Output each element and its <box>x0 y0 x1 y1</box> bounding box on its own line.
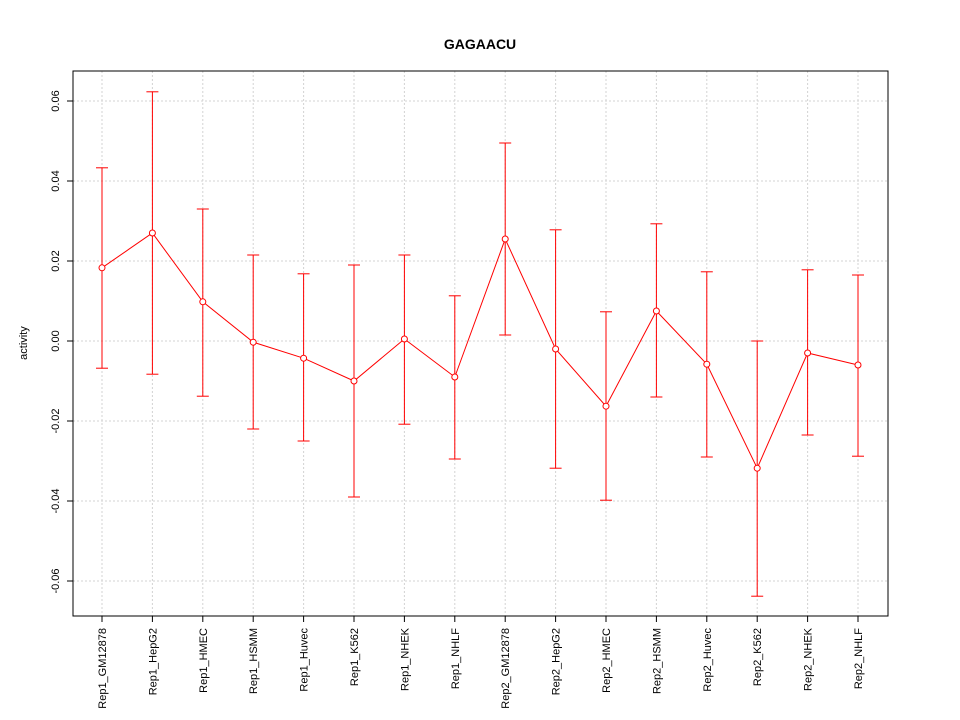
y-tick-label: -0.02 <box>50 408 62 433</box>
x-tick-label: Rep1_NHLF <box>450 628 462 689</box>
y-tick-label: 0.02 <box>50 250 62 271</box>
data-point <box>703 360 711 368</box>
data-point <box>98 264 106 272</box>
x-tick-label: Rep2_NHEK <box>803 627 815 691</box>
y-axis-label: activity <box>18 326 30 360</box>
x-tick-label: Rep2_Huvec <box>702 628 714 692</box>
x-tick-label: Rep1_HSMM <box>248 628 260 694</box>
x-tick-label: Rep2_HMEC <box>601 628 613 693</box>
x-axis: Rep1_GM12878 Rep1_HepG2 Rep1_HMEC Rep1_HSMM… <box>97 615 865 709</box>
x-tick-label: Rep2_K562 <box>752 628 764 686</box>
data-point <box>249 338 257 346</box>
data-point <box>552 345 560 353</box>
x-tick-label: Rep2_GM12878 <box>500 628 512 709</box>
data-point <box>400 335 408 343</box>
x-tick-label: Rep2_NHLF <box>853 628 865 689</box>
x-tick-label: Rep2_HSMM <box>651 628 663 694</box>
plot-frame <box>72 70 889 617</box>
series <box>96 91 864 597</box>
y-tick-label: 0.00 <box>50 330 62 351</box>
grid <box>73 71 888 616</box>
x-tick-label: Rep1_Huvec <box>299 628 311 692</box>
x-tick-label: Rep1_K562 <box>349 628 361 686</box>
x-tick-label: Rep1_GM12878 <box>97 628 109 709</box>
y-tick-label: -0.06 <box>50 568 62 593</box>
data-point <box>854 361 862 369</box>
data-point <box>350 377 358 385</box>
y-tick-label: 0.04 <box>50 170 62 191</box>
data-point <box>753 464 761 472</box>
data-point <box>602 402 610 410</box>
x-tick-label: Rep2_HepG2 <box>551 628 563 695</box>
y-axis: -0.06 -0.04 -0.02 0.00 0.02 0.04 0.06 <box>50 90 74 594</box>
x-tick-label: Rep1_NHEK <box>399 627 411 691</box>
x-tick-label: Rep1_HepG2 <box>147 628 159 695</box>
data-point <box>199 298 207 306</box>
data-point <box>501 235 509 243</box>
data-point <box>300 354 308 362</box>
data-point <box>451 373 459 381</box>
y-tick-label: 0.06 <box>50 90 62 111</box>
data-point <box>148 229 156 237</box>
series-line <box>101 232 859 470</box>
x-tick-label: Rep1_HMEC <box>198 628 210 693</box>
data-point <box>804 349 812 357</box>
y-tick-label: -0.04 <box>50 488 62 513</box>
data-point <box>652 307 660 315</box>
chart-title: GAGAACU <box>444 36 516 52</box>
